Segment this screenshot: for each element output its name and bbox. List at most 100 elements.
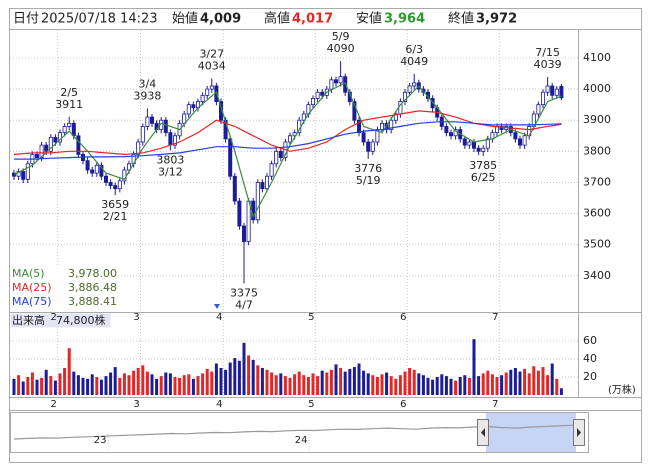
candle-body <box>485 138 490 149</box>
volume-bar <box>293 374 297 395</box>
candle-body <box>16 171 21 177</box>
x-tick-label: 2 <box>51 399 57 410</box>
volume-bar <box>408 368 412 395</box>
x-tick-label: 6 <box>400 312 406 323</box>
volume-bar <box>150 374 154 395</box>
volume-bar <box>297 371 301 395</box>
volume-bar <box>339 368 343 395</box>
candle-body <box>127 163 132 171</box>
volume-bar <box>306 377 310 395</box>
x-tick-label: 3 <box>133 399 139 410</box>
candle-body <box>366 141 371 152</box>
candle-body <box>255 182 260 221</box>
candle-body <box>370 141 375 152</box>
volume-bar <box>30 372 34 395</box>
navigator-window[interactable] <box>486 413 576 452</box>
volume-bar <box>191 378 195 395</box>
volume-bar <box>99 379 103 395</box>
volume-bar <box>35 379 39 395</box>
candle-body <box>108 182 113 186</box>
y-tick-label: 3600 <box>583 207 611 220</box>
volume-bar <box>164 372 168 395</box>
legend-bg <box>10 266 119 310</box>
volume-bar <box>251 359 255 395</box>
volume-bar <box>458 377 462 395</box>
annotation-value: 3776 <box>354 162 382 175</box>
volume-bar <box>398 375 402 395</box>
volume-bar <box>320 370 324 395</box>
candle-body <box>356 119 361 134</box>
volume-bar <box>504 372 508 395</box>
volume-bar <box>532 366 536 395</box>
volume-bar <box>214 363 218 395</box>
volume-bar <box>288 377 292 395</box>
x-tick-label: 7 <box>492 312 498 323</box>
candle-body <box>232 175 237 202</box>
candle-body <box>58 132 63 143</box>
volume-bar <box>389 376 393 395</box>
y-tick-label: 3700 <box>583 175 611 188</box>
candle-body <box>149 116 154 124</box>
candle-body <box>76 135 81 155</box>
annotation-value: 3803 <box>156 153 184 166</box>
volume-bar <box>21 381 25 395</box>
candle-body <box>113 185 118 190</box>
y-tick-label: 3900 <box>583 113 611 126</box>
candle-body <box>352 101 357 121</box>
candle-body <box>499 126 504 130</box>
volume-bar <box>559 388 563 395</box>
candle-body <box>545 85 550 93</box>
volume-bar <box>527 373 531 395</box>
volume-bar <box>555 378 559 395</box>
legend-name: MA(25) <box>12 281 52 294</box>
volume-bar <box>481 373 485 395</box>
candle-body <box>71 122 76 137</box>
volume-bar <box>518 371 522 395</box>
volume-bar <box>49 376 53 395</box>
y-tick-label: 4100 <box>583 51 611 64</box>
volume-bar <box>279 373 283 395</box>
volume-bar <box>472 339 476 395</box>
y-tick-label: 60 <box>583 334 597 347</box>
candle-body <box>278 150 283 158</box>
candle-body <box>338 76 343 84</box>
volume-bar <box>40 377 44 395</box>
volume-bar <box>546 375 550 395</box>
candle-body <box>389 119 394 130</box>
volume-bar <box>440 374 444 395</box>
candle-body <box>287 135 292 143</box>
candle-body <box>136 141 141 155</box>
annotation-value: 4034 <box>198 60 226 73</box>
volume-bar <box>182 375 186 395</box>
candle-body <box>191 104 196 109</box>
x-tick-label: 6 <box>400 399 406 410</box>
candle-body <box>402 91 407 102</box>
candle-body <box>513 132 518 140</box>
volume-bar <box>417 373 421 395</box>
candle-body <box>310 98 315 106</box>
candle-body <box>361 132 366 143</box>
volume-bar <box>394 378 398 395</box>
legend-name: MA(75) <box>12 295 52 308</box>
candle-body <box>518 138 523 146</box>
candle-body <box>444 126 449 134</box>
legend-value: 3,978.00 <box>68 267 117 280</box>
low-value: 3,964 <box>384 12 425 27</box>
candle-body <box>53 136 58 143</box>
volume-bar <box>26 377 30 395</box>
annotation-value: 3785 <box>469 159 497 172</box>
volume-bar <box>178 377 182 395</box>
candle-body <box>467 141 472 146</box>
annotation-date: 2/5 <box>60 86 78 99</box>
volume-bar <box>477 376 481 395</box>
annotation-date: 3/27 <box>199 48 224 61</box>
volume-bar <box>141 365 145 395</box>
x-tick-label: 5 <box>308 399 314 410</box>
candle-body <box>274 150 279 165</box>
legend-value: 3,886.48 <box>68 281 117 294</box>
candle-body <box>21 171 26 180</box>
volume-bar <box>454 380 458 395</box>
volume-bar <box>426 377 430 395</box>
open-value: 4,009 <box>200 12 241 27</box>
volume-bar <box>371 375 375 395</box>
